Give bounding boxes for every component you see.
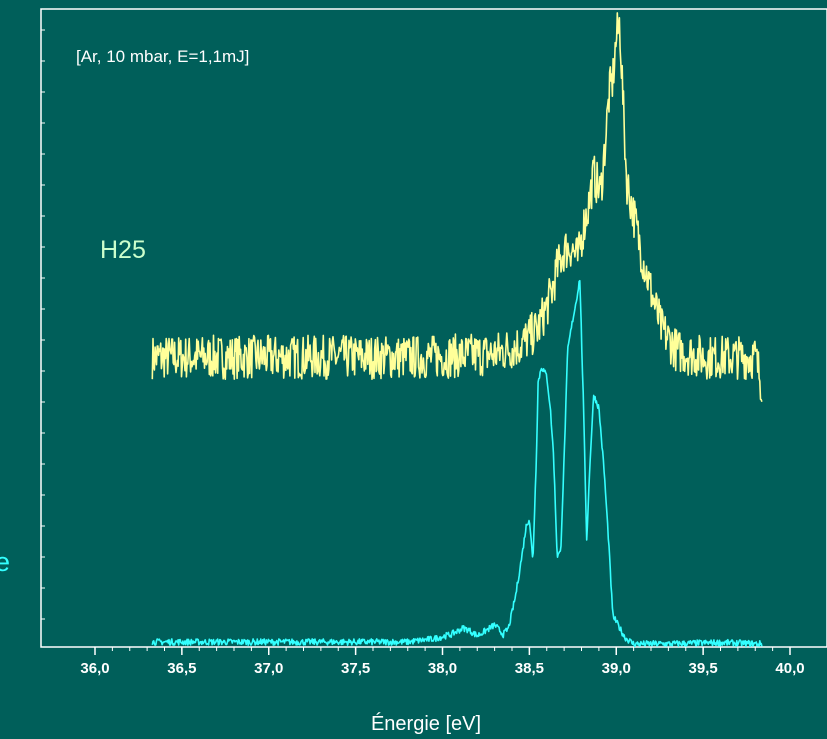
plot-frame bbox=[40, 8, 827, 648]
x-axis-ticks bbox=[94, 647, 791, 655]
series-line-reference bbox=[151, 279, 763, 648]
chart-annotation: [Ar, 10 mbar, E=1,1mJ] bbox=[76, 47, 249, 66]
x-tick-label: 39,5 bbox=[689, 660, 718, 677]
series-label-e: e bbox=[0, 547, 10, 577]
x-tick-label: 39,0 bbox=[602, 660, 631, 677]
x-tick-label: 36,0 bbox=[80, 660, 109, 677]
x-tick-label: 38,5 bbox=[515, 660, 544, 677]
y-axis-ticks bbox=[41, 29, 45, 620]
x-tick-label: 37,5 bbox=[341, 660, 370, 677]
series-line-h25 bbox=[151, 12, 763, 403]
x-tick-label: 38,0 bbox=[428, 660, 457, 677]
x-tick-label: 36,5 bbox=[167, 660, 196, 677]
x-tick-label: 37,0 bbox=[254, 660, 283, 677]
series-label-h25: H25 bbox=[100, 236, 146, 264]
x-axis-label: Énergie [eV] bbox=[371, 712, 481, 735]
x-axis-tick-labels: 36,0 36,5 37,0 37,5 38,0 38,5 39,0 39,5 40,0 bbox=[80, 660, 804, 677]
series-layer bbox=[151, 12, 763, 648]
x-tick-label: 40,0 bbox=[775, 660, 804, 677]
